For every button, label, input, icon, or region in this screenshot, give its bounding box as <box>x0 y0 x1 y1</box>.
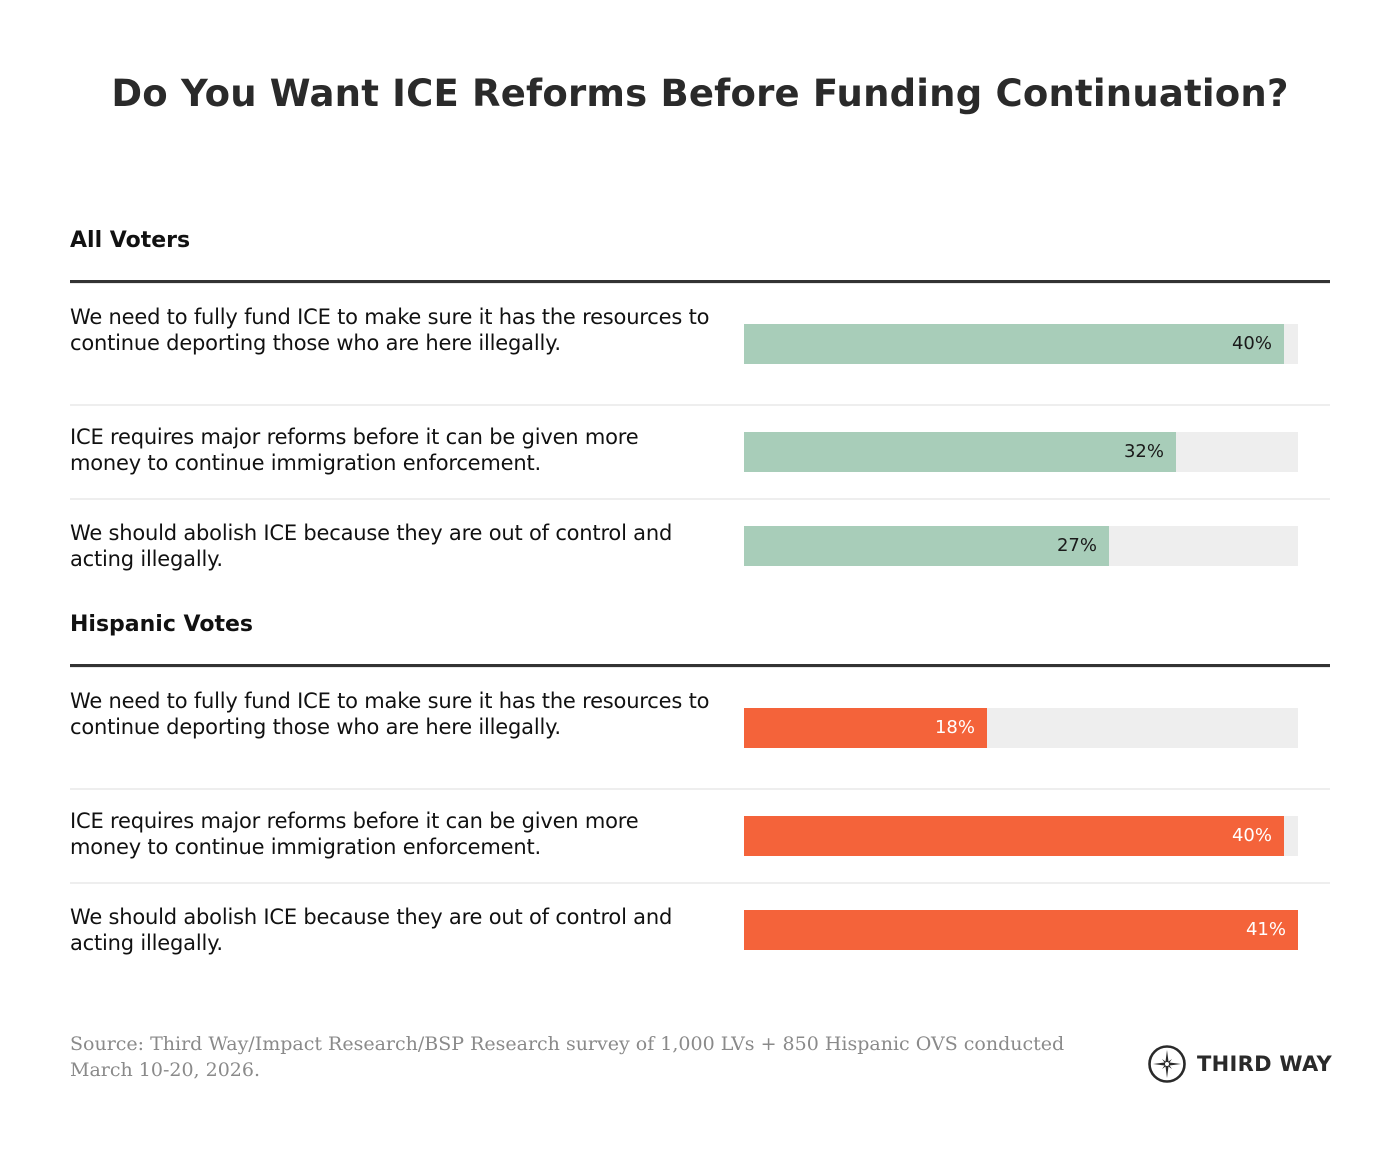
bar-row: We need to fully fund ICE to make sure i… <box>70 668 1330 790</box>
data-label: 18% <box>934 717 975 738</box>
bar <box>744 526 1109 566</box>
third-way-logo: THIRD WAY <box>1147 1044 1332 1084</box>
bar <box>744 708 987 748</box>
data-label: 32% <box>1123 441 1164 462</box>
data-label: 27% <box>1056 535 1097 556</box>
bar-track: 18% <box>744 708 1298 748</box>
section-title: All Voters <box>70 228 191 253</box>
category-label: We need to fully fund ICE to make sure i… <box>70 689 710 739</box>
source-note: Source: Third Way/Impact Research/BSP Re… <box>70 1031 1070 1083</box>
bar-rows: We need to fully fund ICE to make sure i… <box>70 284 1330 590</box>
bar-row: ICE requires major reforms before it can… <box>70 790 1330 884</box>
category-label: We need to fully fund ICE to make sure i… <box>70 305 710 355</box>
category-label: ICE requires major reforms before it can… <box>70 425 639 475</box>
bar-track: 40% <box>744 816 1298 856</box>
section-all-voters: All Voters We need to fully fund ICE to … <box>70 228 1330 590</box>
category-label: ICE requires major reforms before it can… <box>70 809 639 859</box>
source-text: Third Way/Impact Research/BSP Research s… <box>70 1033 1065 1081</box>
bar-track: 40% <box>744 324 1298 364</box>
bar-rows: We need to fully fund ICE to make sure i… <box>70 668 1330 974</box>
section-divider <box>70 664 1330 668</box>
bar-row: We should abolish ICE because they are o… <box>70 884 1330 974</box>
logo-text: THIRD WAY <box>1197 1052 1332 1076</box>
bar <box>744 816 1284 856</box>
compass-star-icon <box>1148 1045 1186 1083</box>
category-label: We should abolish ICE because they are o… <box>70 521 673 571</box>
bar-track: 41% <box>744 910 1298 950</box>
bar-track: 32% <box>744 432 1298 472</box>
bar-row: ICE requires major reforms before it can… <box>70 406 1330 500</box>
data-label: 41% <box>1245 919 1286 940</box>
section-hispanic-votes: Hispanic Votes We need to fully fund ICE… <box>70 612 1330 974</box>
bar <box>744 324 1284 364</box>
bar <box>744 432 1176 472</box>
bar-row: We need to fully fund ICE to make sure i… <box>70 284 1330 406</box>
section-title: Hispanic Votes <box>70 612 254 637</box>
section-divider <box>70 280 1330 284</box>
category-label: We should abolish ICE because they are o… <box>70 905 673 955</box>
data-label: 40% <box>1231 333 1272 354</box>
source-label: Source: <box>70 1033 145 1055</box>
data-label: 40% <box>1231 825 1272 846</box>
bar <box>744 910 1298 950</box>
chart-title: Do You Want ICE Reforms Before Funding C… <box>111 72 1289 115</box>
bar-row: We should abolish ICE because they are o… <box>70 500 1330 590</box>
bar-track: 27% <box>744 526 1298 566</box>
